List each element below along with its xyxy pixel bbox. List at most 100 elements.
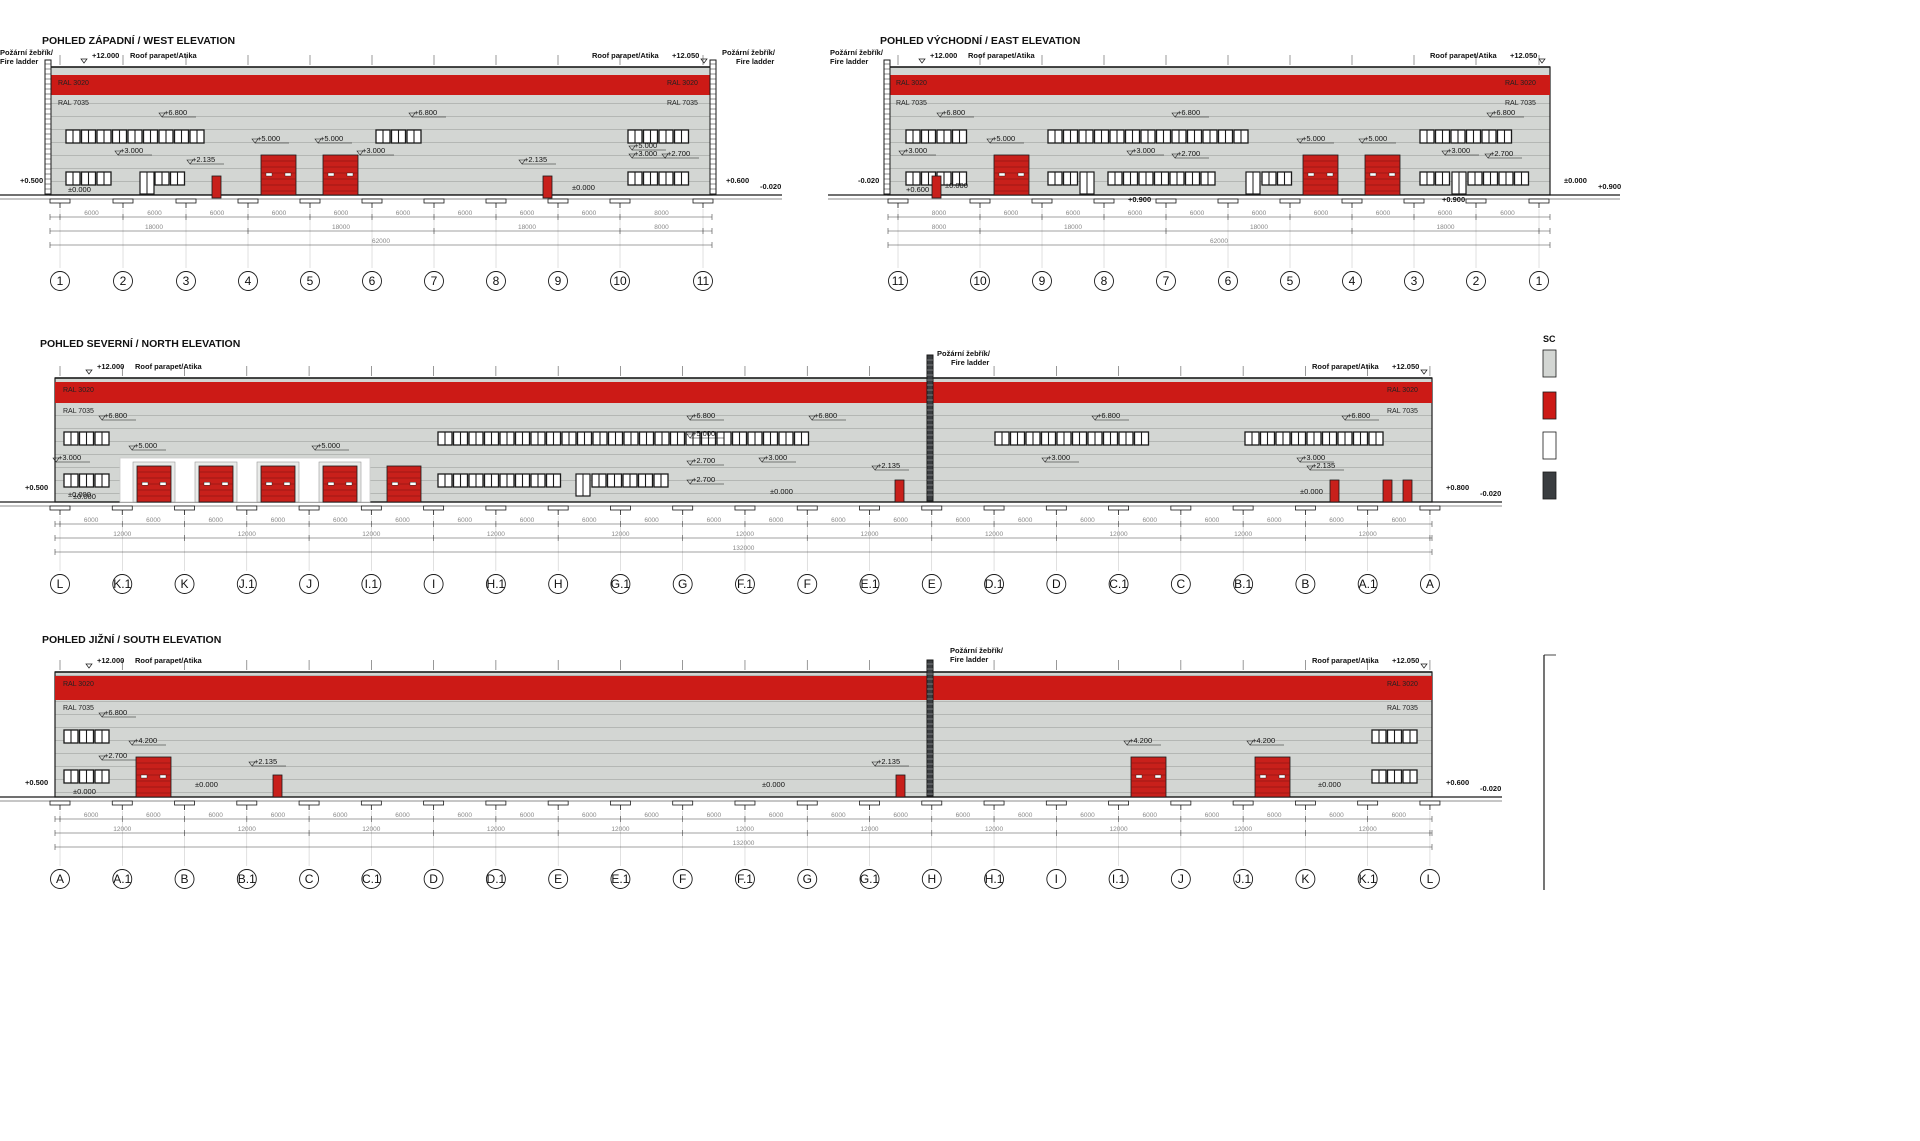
axis-bubble xyxy=(50,271,70,291)
top-level-left: +12.000 xyxy=(97,362,124,371)
axis-bubble xyxy=(984,574,1004,594)
footing xyxy=(485,800,507,806)
axis-bubble xyxy=(424,271,444,291)
footing xyxy=(1528,198,1550,204)
group-dimension: 18000 xyxy=(145,224,163,231)
top-level-left: +12.000 xyxy=(97,656,124,665)
axis-bubble xyxy=(300,271,320,291)
group-dimension: 12000 xyxy=(113,826,131,833)
bay-dimension: 6000 xyxy=(395,812,410,819)
east-level-upper-marker xyxy=(936,112,944,118)
group-dimension: 18000 xyxy=(518,224,536,231)
bay-dimension: 6000 xyxy=(1252,210,1267,217)
ground-level-left: +0.500 xyxy=(25,483,48,492)
axis-bubble xyxy=(1404,271,1424,291)
red-band xyxy=(55,382,1432,403)
top-level-right: +12.050 xyxy=(1392,362,1419,371)
axis-label: E.1 xyxy=(861,577,879,591)
west-sectional-door-vision-panel xyxy=(346,172,354,177)
footing xyxy=(423,505,445,511)
bay-dimension: 6000 xyxy=(147,210,162,217)
east-level-lower: +3.000 xyxy=(1132,146,1155,155)
top-level-left: +12.000 xyxy=(92,51,119,60)
axis-label: J xyxy=(1178,872,1184,886)
footing xyxy=(1295,800,1316,806)
top-level-marker-right xyxy=(1420,369,1428,375)
axis-bubble xyxy=(1108,574,1129,594)
axis-label: K xyxy=(181,577,189,591)
bay-dimension: 6000 xyxy=(1066,210,1081,217)
bay-dimension: 6000 xyxy=(893,517,908,524)
ral-3020-label-right: RAL 3020 xyxy=(1387,387,1418,394)
south-level-small-door: +2.135 xyxy=(877,757,900,766)
axis-bubble xyxy=(485,869,506,889)
south-sectional-door-vision-panel xyxy=(140,774,148,779)
axis-label: 7 xyxy=(431,274,438,288)
east-sectional-door-vision-panel xyxy=(1388,172,1396,177)
axis-bubble xyxy=(113,271,133,291)
group-dimension: 8000 xyxy=(654,224,669,231)
ground-level-far-right: +0.900 xyxy=(1598,182,1621,191)
top-level-marker-left xyxy=(918,58,926,64)
west-level-right-marker xyxy=(661,153,669,159)
axis-bubble xyxy=(485,574,506,594)
west-level-zero-mid: ±0.000 xyxy=(572,183,595,192)
footing xyxy=(1031,198,1053,204)
axis-label: 5 xyxy=(307,274,314,288)
north-level-lower: +3.000 xyxy=(1302,453,1325,462)
south-level-small-door: +2.135 xyxy=(254,757,277,766)
group-dimension: 12000 xyxy=(1234,826,1252,833)
footing xyxy=(423,800,445,806)
ral-3020-label-left: RAL 3020 xyxy=(63,387,94,394)
group-dimension: 12000 xyxy=(611,531,629,538)
east-level-lower-marker xyxy=(1171,153,1179,159)
north-level-lower: +3.000 xyxy=(1047,453,1070,462)
south-small-door xyxy=(272,774,283,798)
fire-ladder-label-east-en: Fire ladder xyxy=(830,57,868,66)
axis-bubble xyxy=(1108,869,1129,889)
footing xyxy=(734,800,756,806)
axis-bubble xyxy=(361,574,382,594)
axis-bubble xyxy=(361,869,382,889)
ral-7035-label-right: RAL 7035 xyxy=(1387,408,1418,415)
north-level-small-door-marker xyxy=(1306,465,1314,471)
footing xyxy=(610,800,631,806)
north-sectional-door-vision-panel xyxy=(409,482,417,486)
axis-label: E.1 xyxy=(611,872,629,886)
footing xyxy=(111,800,133,806)
bay-dimension: 6000 xyxy=(520,812,535,819)
east-level-lower-marker xyxy=(1441,150,1449,156)
bay-dimension: 6000 xyxy=(210,210,225,217)
ground-level-right: +0.800 xyxy=(1446,483,1469,492)
south-level-upper: +6.800 xyxy=(104,708,127,717)
east-level-sill: +0.900 xyxy=(1128,195,1151,204)
roof-parapet-label-right: Roof parapet/Atika xyxy=(1312,362,1380,371)
footing xyxy=(547,505,569,511)
group-dimension: 12000 xyxy=(1110,826,1128,833)
axis-bubble xyxy=(1295,574,1316,594)
axis-label: I xyxy=(1055,872,1058,886)
north-dock-door-vision-panel xyxy=(159,482,167,486)
ral-7035-label-right: RAL 7035 xyxy=(667,100,698,107)
group-dimension: 12000 xyxy=(113,531,131,538)
footing xyxy=(1170,505,1192,511)
west-level-small-door: +2.135 xyxy=(192,155,215,164)
axis-label: G.1 xyxy=(860,872,880,886)
bay-dimension: 6000 xyxy=(1392,812,1407,819)
axis-label: 1 xyxy=(1536,274,1543,288)
axis-bubble xyxy=(610,869,631,889)
axis-label: 2 xyxy=(1473,274,1480,288)
axis-bubble xyxy=(1357,869,1378,889)
footing xyxy=(1108,505,1129,511)
north-small-door xyxy=(1329,479,1340,503)
north-level-lower-marker xyxy=(1296,457,1304,463)
footing xyxy=(361,198,383,204)
west-level-lower: +3.000 xyxy=(362,146,385,155)
axis-label: J xyxy=(306,577,312,591)
axis-bubble xyxy=(423,869,444,889)
total-dimension: 62000 xyxy=(372,238,390,245)
axis-label: G xyxy=(678,577,687,591)
north-sectional-door-vision-panel xyxy=(391,482,399,486)
south-sectional-door-vision-panel xyxy=(1278,774,1286,779)
footing xyxy=(734,505,756,511)
